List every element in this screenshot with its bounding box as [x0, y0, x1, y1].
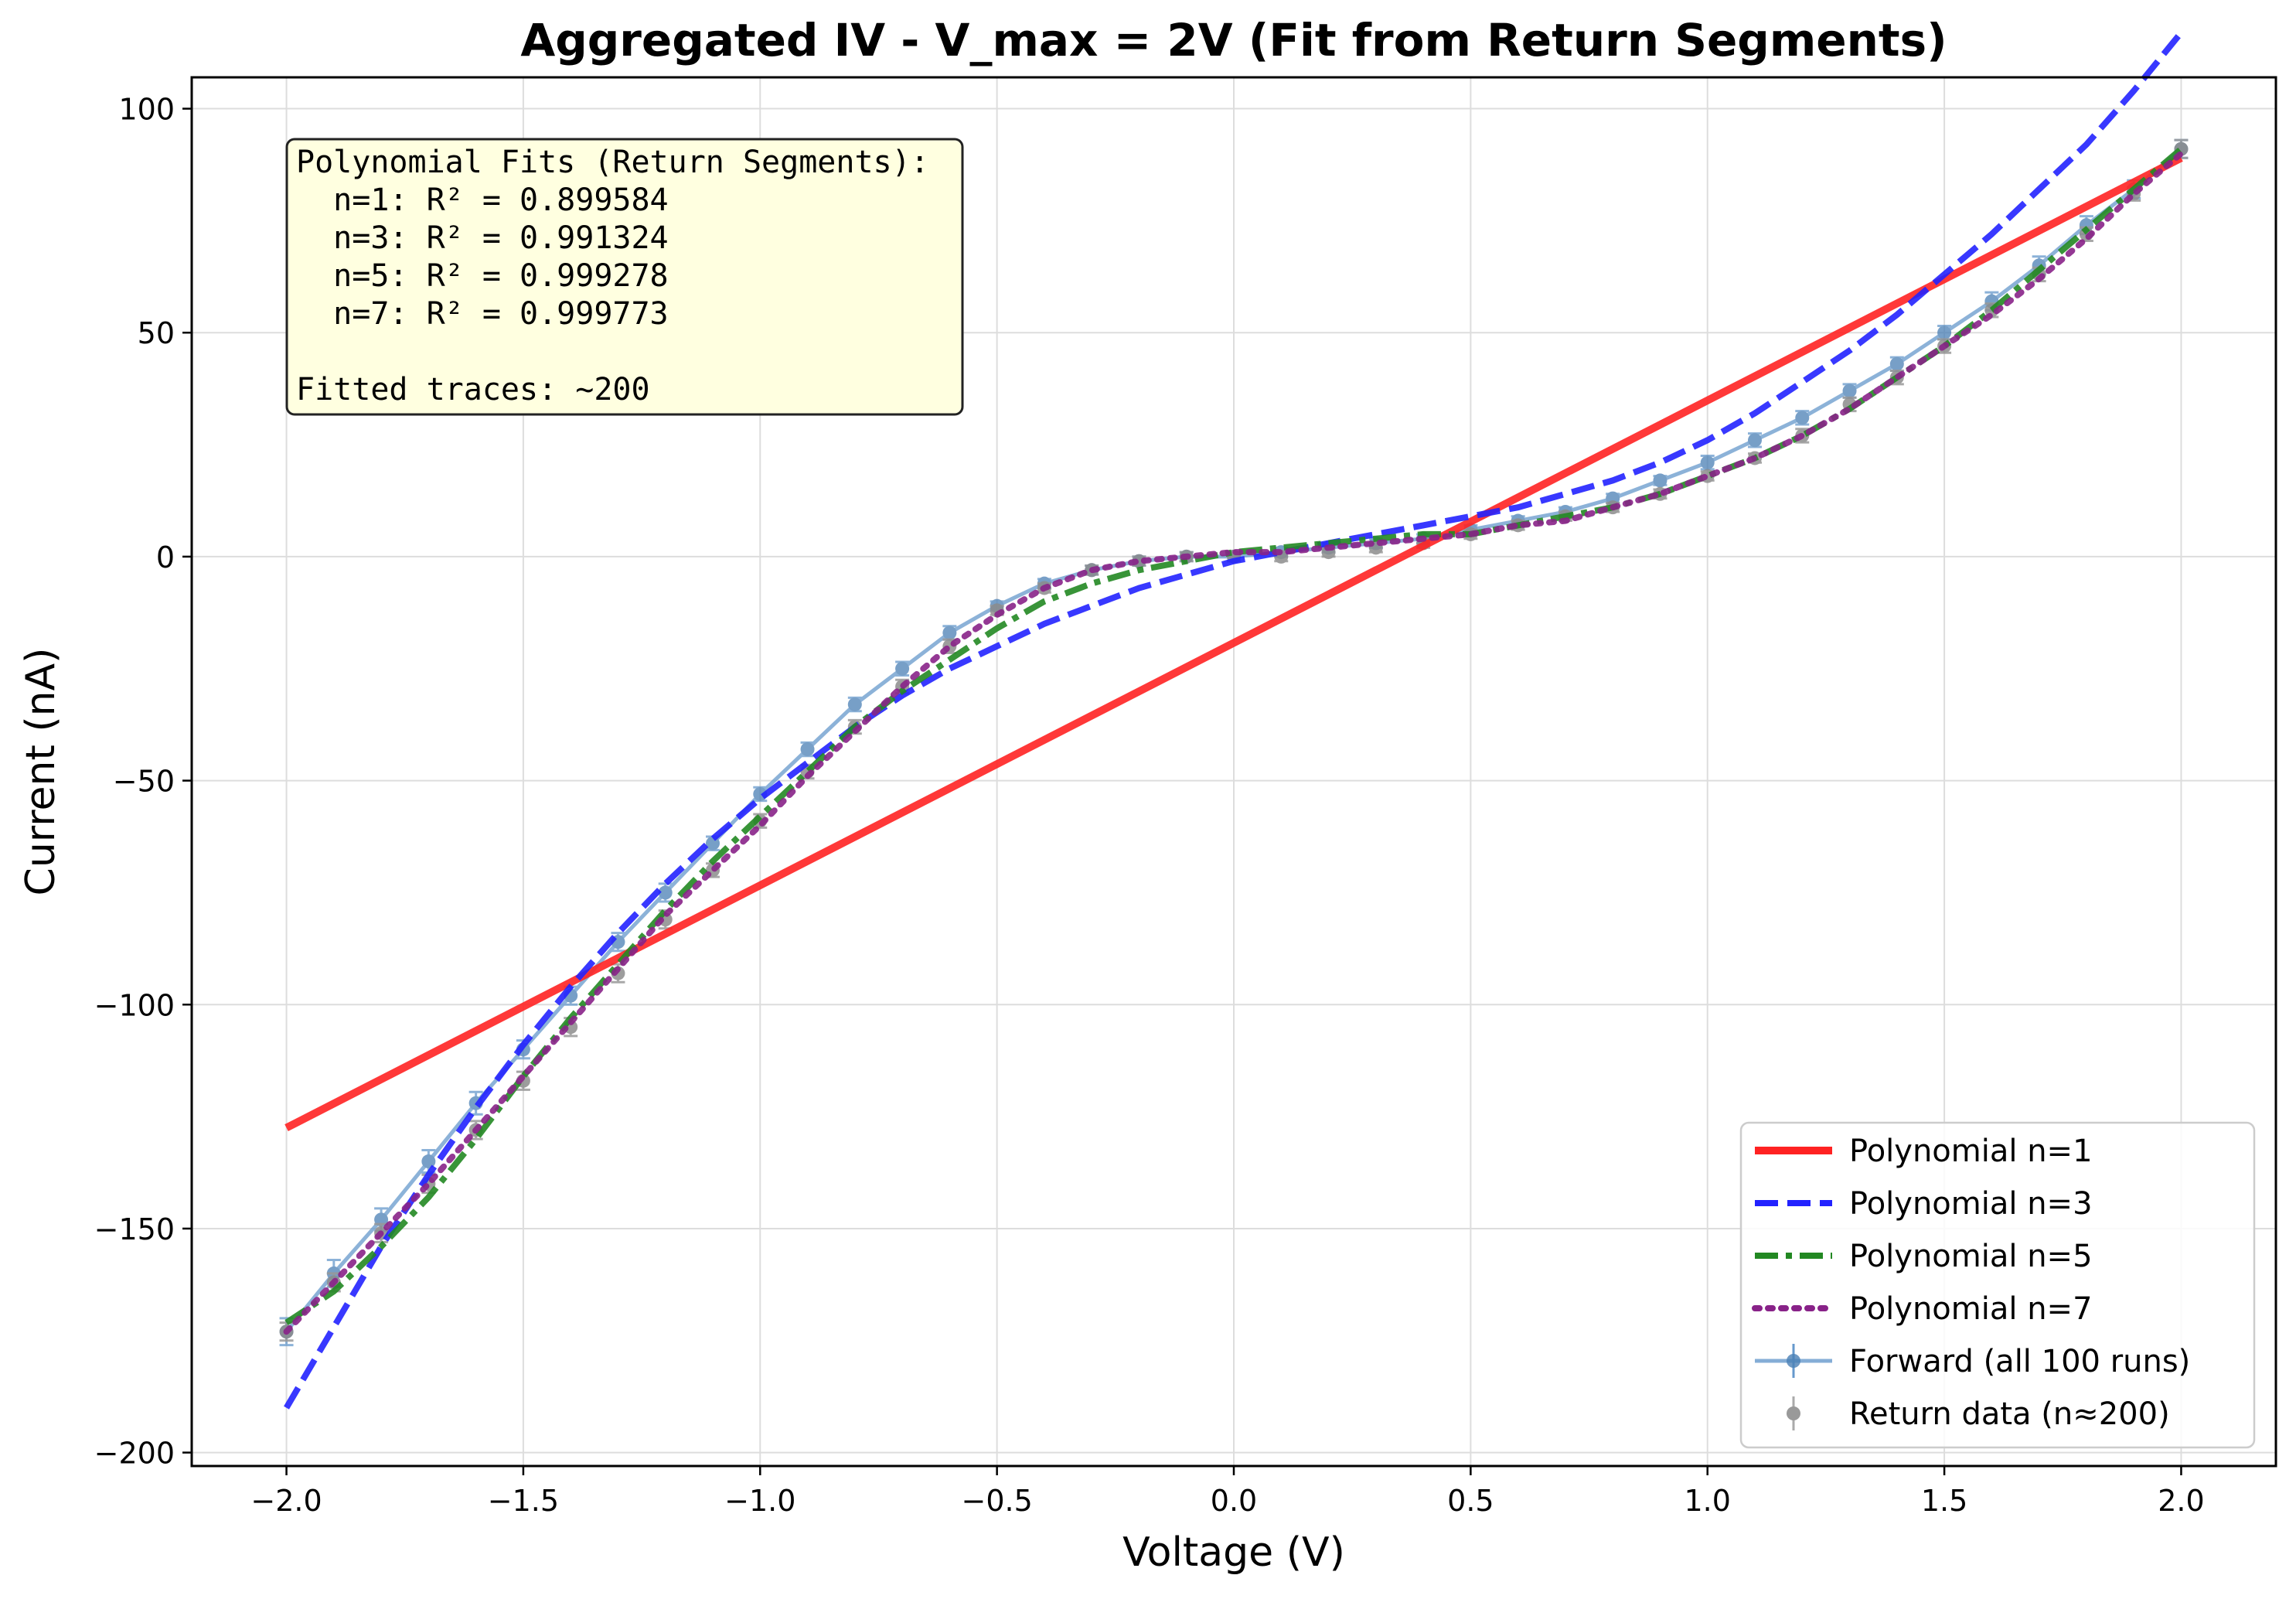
legend-entry: Polynomial n=7	[1752, 1291, 2093, 1327]
polynomial-n-5-curve	[284, 146, 2184, 1325]
legend-entry: Return data (n≈200)	[1787, 1396, 2170, 1432]
data-point	[895, 661, 910, 676]
annotation-line: Fitted traces: ~200	[296, 372, 650, 407]
y-tick-label: −150	[94, 1212, 175, 1246]
annotation-box	[285, 138, 964, 416]
data-point	[1842, 384, 1857, 398]
data-point	[1937, 326, 1952, 340]
annotation-line: n=5: R² = 0.999278	[296, 258, 669, 294]
x-tick-label: −2.0	[250, 1484, 322, 1518]
data-point	[1795, 411, 1810, 425]
legend-label: Polynomial n=3	[1849, 1186, 2093, 1222]
y-tick-label: 50	[138, 316, 175, 350]
y-tick-label: −50	[113, 765, 175, 799]
y-tick-label: −100	[94, 988, 175, 1022]
data-point	[658, 885, 673, 900]
legend-swatch	[1787, 1406, 1800, 1420]
x-tick-label: 0.0	[1211, 1484, 1257, 1518]
legend-swatch	[1787, 1354, 1800, 1368]
legend-entry: Polynomial n=1	[1755, 1134, 2093, 1169]
y-axis: 100 50 0 −50 −100 −150 −200	[94, 93, 192, 1471]
data-point	[847, 697, 862, 712]
data-point	[1653, 473, 1667, 488]
fit-stats-annotation: Polynomial Fits (Return Segments): n=1: …	[285, 138, 964, 416]
legend-label: Polynomial n=5	[1849, 1239, 2093, 1274]
y-axis-label: Current (nA)	[18, 648, 64, 896]
x-tick-label: 1.0	[1685, 1484, 1731, 1518]
legend-entry: Polynomial n=5	[1755, 1239, 2093, 1274]
data-point	[421, 1154, 436, 1169]
y-tick-label: −200	[94, 1437, 175, 1471]
x-tick-label: 2.0	[2158, 1484, 2204, 1518]
data-point	[1700, 455, 1715, 470]
annotation-line: n=1: R² = 0.899584	[296, 182, 669, 218]
annotation-line: n=3: R² = 0.991324	[296, 220, 669, 256]
annotation-line: Polynomial Fits (Return Segments):	[296, 145, 929, 180]
legend-label: Polynomial n=7	[1849, 1291, 2093, 1327]
data-point	[1889, 356, 1904, 371]
legend-label: Forward (all 100 runs)	[1849, 1344, 2190, 1379]
legend-box	[1739, 1121, 2256, 1449]
data-point	[800, 742, 815, 757]
polynomial-n-3-curve	[284, 30, 2184, 1410]
y-tick-label: 0	[156, 540, 175, 574]
data-point	[942, 626, 957, 640]
data-point	[1748, 433, 1762, 448]
x-tick-label: 1.5	[1921, 1484, 1967, 1518]
legend-label: Return data (n≈200)	[1849, 1396, 2170, 1432]
polynomial-n-1-curve	[284, 154, 2183, 1132]
plot-area	[279, 30, 2189, 1410]
legend-label: Polynomial n=1	[1849, 1134, 2093, 1169]
legend-entry: Polynomial n=3	[1755, 1186, 2093, 1222]
x-axis-label: Voltage (V)	[1122, 1529, 1345, 1576]
x-tick-label: −1.0	[724, 1484, 795, 1518]
chart-title: Aggregated IV - V_max = 2V (Fit from Ret…	[520, 14, 1947, 66]
x-tick-label: −0.5	[961, 1484, 1032, 1518]
legend-entry: Forward (all 100 runs)	[1755, 1344, 2190, 1379]
y-tick-label: 100	[118, 93, 175, 127]
x-tick-label: 0.5	[1447, 1484, 1494, 1518]
x-axis: −2.0 −1.5 −1.0 −0.5 0.0 0.5 1.0 1.5 2.0	[250, 1466, 2205, 1518]
annotation-line: n=7: R² = 0.999773	[296, 296, 669, 332]
legend: Polynomial n=1 Polynomial n=3 Polynomial n…	[1739, 1121, 2256, 1449]
x-tick-label: −1.5	[488, 1484, 559, 1518]
polynomial-n-7-curve	[283, 150, 2185, 1335]
